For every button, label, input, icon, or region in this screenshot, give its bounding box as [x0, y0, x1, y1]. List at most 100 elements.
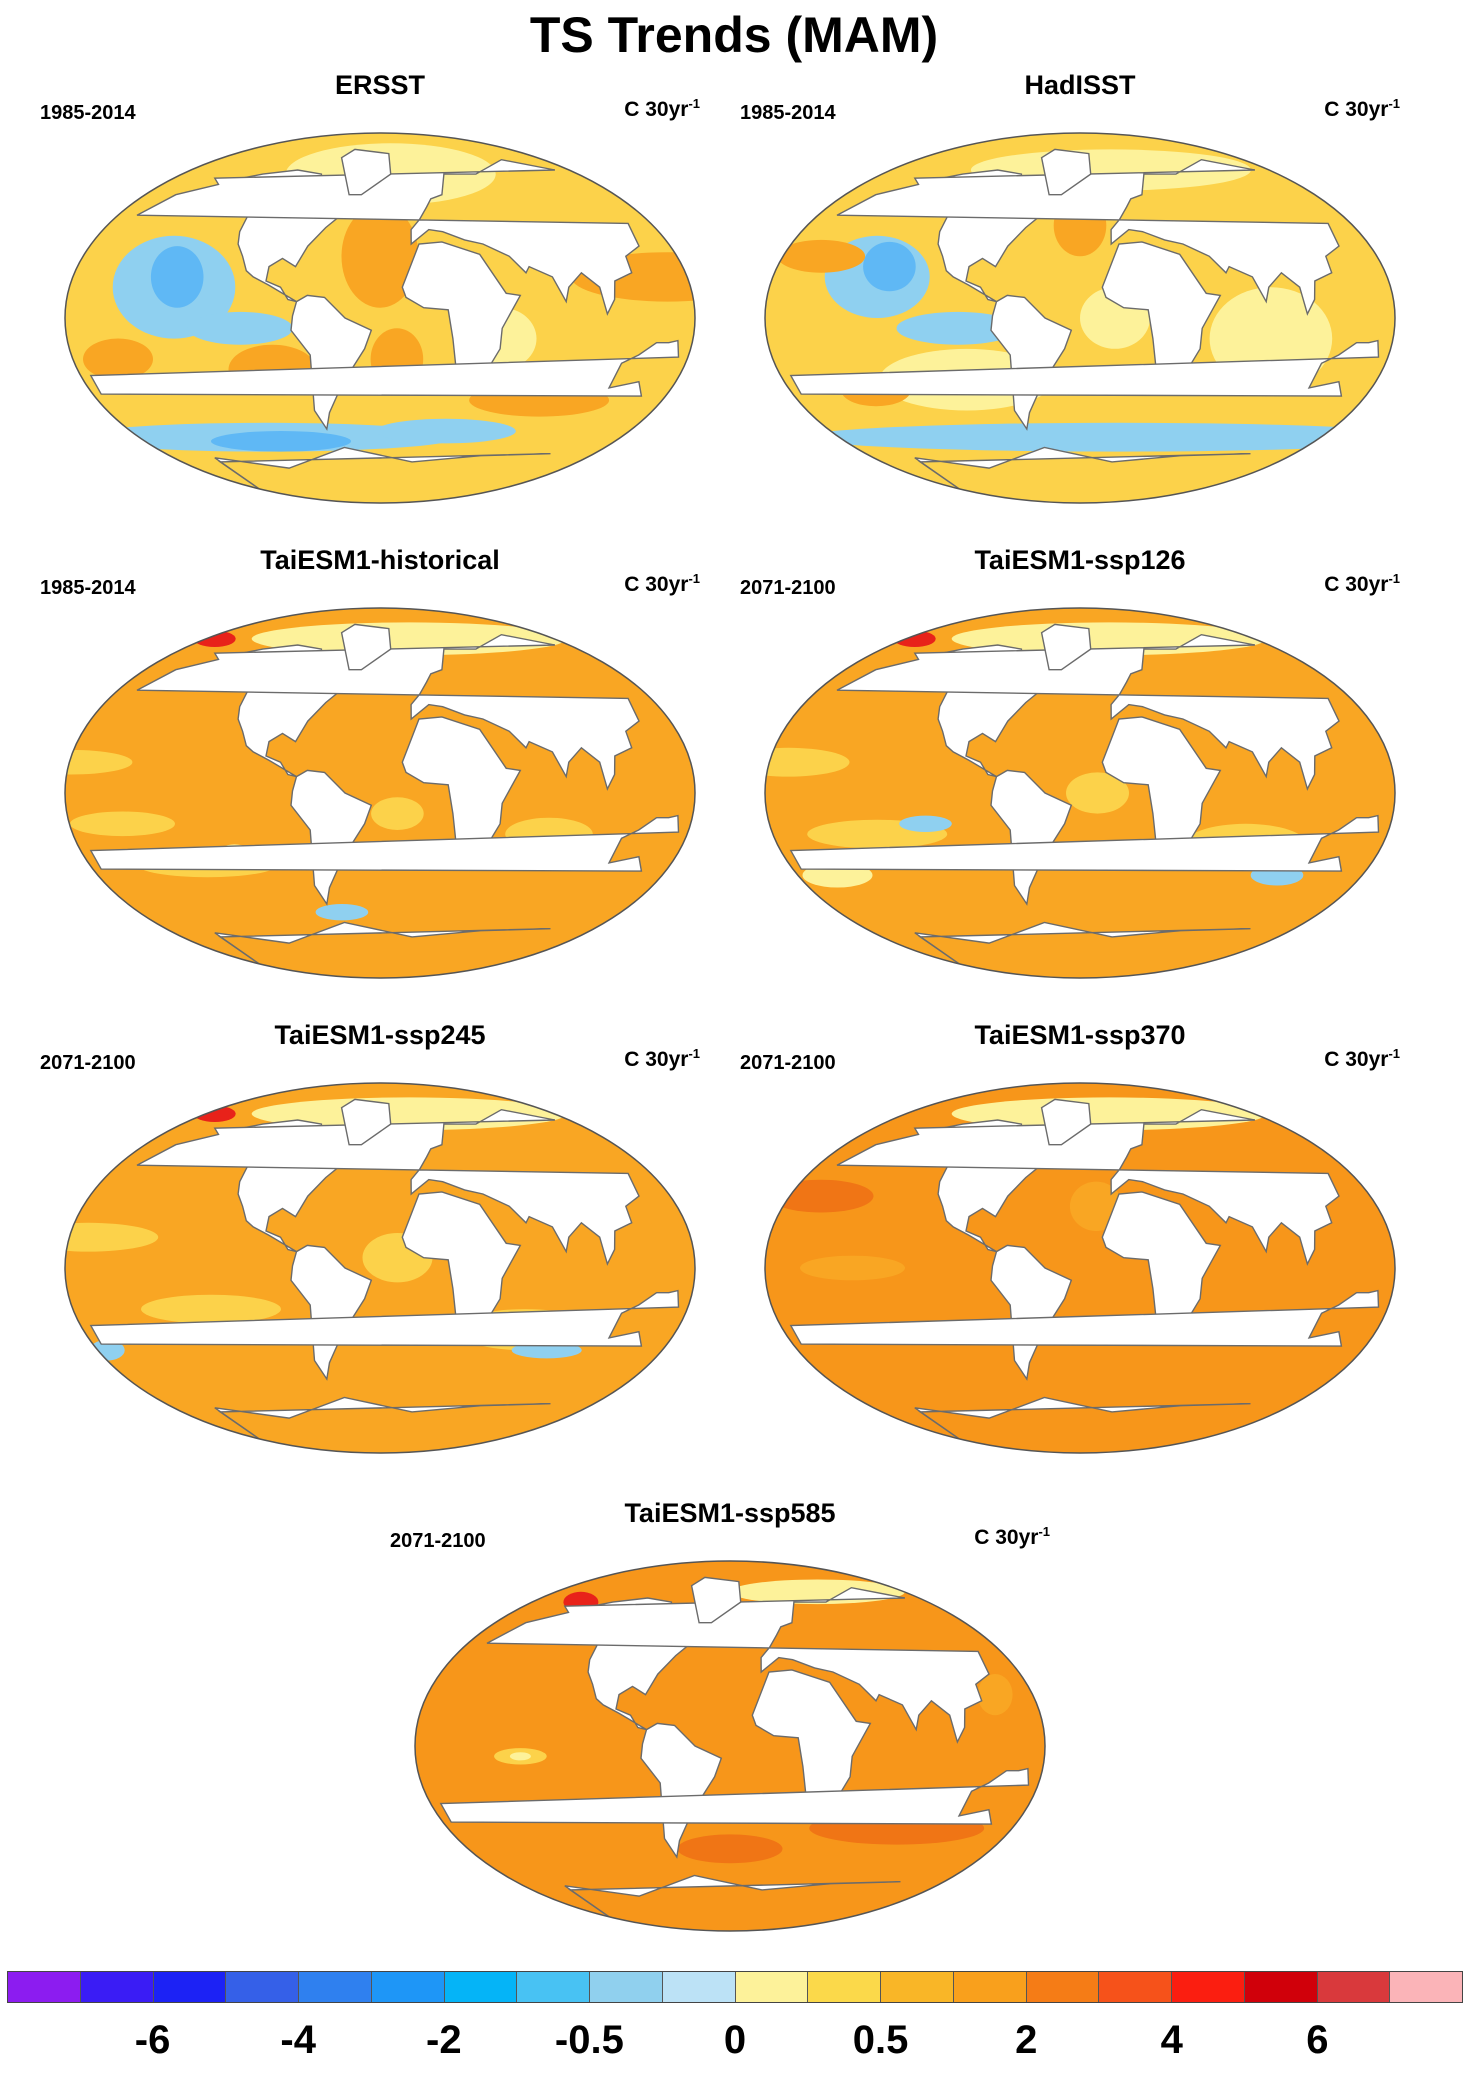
continent-outline	[640, 1722, 723, 1859]
panel-units: C 30yr-1	[1324, 1046, 1400, 1072]
robinson-map	[764, 1082, 1396, 1454]
colorbar-tick-label: 0.5	[852, 2018, 909, 2062]
continent-outline	[290, 1244, 373, 1381]
continent-outline	[690, 1576, 742, 1624]
map-boundary	[764, 607, 1396, 979]
continent-outline	[1040, 148, 1092, 196]
map-panel: TaiESM1-ssp245 2071-2100 C 30yr-1	[30, 1020, 730, 1480]
panel-title: HadISST	[1024, 70, 1136, 100]
trend-anomaly-region	[765, 747, 850, 777]
continent-outline	[1101, 241, 1222, 392]
units-exponent: -1	[688, 571, 700, 586]
continent-outline	[136, 158, 640, 316]
trend-anomaly-region	[193, 1105, 236, 1122]
colorbar-box	[1317, 1972, 1391, 2002]
panel-period: 2071-2100	[40, 1052, 136, 1074]
continent-outline	[1040, 623, 1092, 671]
map-boundary	[764, 1082, 1396, 1454]
units-base: C 30yr	[974, 1526, 1039, 1549]
continent-outline	[1101, 716, 1222, 867]
continent-outline	[401, 241, 522, 392]
robinson-map	[64, 132, 696, 504]
units-base: C 30yr	[1324, 573, 1389, 596]
map-boundary	[764, 132, 1396, 504]
units-exponent: -1	[1388, 571, 1400, 586]
trend-anomaly-region	[899, 815, 952, 832]
trend-anomaly-region	[315, 904, 369, 921]
panel-units: C 30yr-1	[624, 1046, 700, 1072]
continent-outline	[990, 1244, 1073, 1381]
panel-period: 2071-2100	[740, 577, 836, 599]
trend-anomaly-region	[863, 241, 916, 292]
trend-anomaly-region	[141, 1294, 281, 1324]
robinson-map	[764, 607, 1396, 979]
trend-anomaly-region	[193, 630, 236, 647]
continent-outline	[340, 623, 392, 671]
ocean-field	[765, 1083, 1395, 1453]
units-exponent: -1	[688, 1046, 700, 1061]
colorbar-tick-label: -6	[134, 2018, 171, 2062]
units-base: C 30yr	[624, 573, 689, 596]
colorbar-box	[1390, 1972, 1462, 2002]
continent-outline	[1101, 1191, 1222, 1342]
continent-outline	[340, 148, 392, 196]
continent-outline	[836, 633, 1340, 791]
trend-anomaly-region	[896, 311, 1020, 345]
continent-outline	[789, 814, 1380, 872]
trend-anomaly-region	[187, 311, 293, 345]
panel-units: C 30yr-1	[1324, 571, 1400, 597]
continent-outline	[1040, 1098, 1092, 1146]
map-panel: TaiESM1-ssp370 2071-2100 C 30yr-1	[730, 1020, 1430, 1480]
colorbar-box	[881, 1972, 954, 2002]
map-boundary	[64, 607, 696, 979]
units-base: C 30yr	[1324, 98, 1389, 121]
colorbar-tick-label: -2	[426, 2018, 462, 2062]
colorbar-box	[662, 1972, 736, 2002]
panel-period: 1985-2014	[40, 577, 136, 599]
trend-anomaly-region	[800, 1255, 905, 1281]
colorbar-tick-label: -4	[280, 2018, 316, 2062]
trend-anomaly-region	[371, 797, 424, 830]
colorbar-box	[226, 1972, 299, 2002]
map-panel: TaiESM1-ssp126 2071-2100 C 30yr-1	[730, 545, 1430, 1005]
continent-outline	[789, 339, 1380, 397]
colorbar-box	[80, 1972, 154, 2002]
page-title: TS Trends (MAM)	[529, 7, 939, 63]
colorbar-box	[153, 1972, 227, 2002]
units-exponent: -1	[688, 96, 700, 111]
continent-outline	[990, 294, 1073, 431]
panel-units: C 30yr-1	[624, 96, 700, 122]
units-exponent: -1	[1038, 1524, 1050, 1539]
panel-title: TaiESM1-ssp585	[624, 1498, 836, 1528]
map-panel: ERSST 1985-2014 C 30yr-1	[30, 70, 730, 530]
colorbar-tick-label: -0.5	[554, 2018, 624, 2062]
units-exponent: -1	[1388, 1046, 1400, 1061]
map-boundary	[64, 1082, 696, 1454]
units-base: C 30yr	[624, 1048, 689, 1071]
colorbar-box	[444, 1972, 518, 2002]
map-panel: HadISST 1985-2014 C 30yr-1	[730, 70, 1430, 530]
ocean-field	[415, 1561, 1045, 1931]
trend-anomaly-region	[977, 1674, 1013, 1716]
trend-anomaly-region	[677, 1834, 783, 1864]
continent-outline	[401, 1191, 522, 1342]
continent-outline	[789, 1289, 1380, 1347]
continent-outline	[340, 1098, 392, 1146]
colorbar-tick-label: 2	[1015, 2018, 1038, 2062]
panel-units: C 30yr-1	[1324, 96, 1400, 122]
trend-anomaly-region	[777, 239, 866, 273]
colorbar-tick-label: 4	[1160, 2018, 1183, 2062]
colorbar-box	[8, 1972, 81, 2002]
continent-outline	[486, 1586, 990, 1744]
colorbar-box	[735, 1972, 809, 2002]
continent-outline	[836, 158, 1340, 316]
panel-title: TaiESM1-ssp245	[274, 1020, 486, 1050]
continent-outline	[990, 769, 1073, 906]
robinson-map	[414, 1560, 1046, 1932]
trend-anomaly-region	[65, 749, 133, 775]
trend-anomaly-region	[509, 1752, 531, 1761]
panel-period: 1985-2014	[40, 102, 136, 124]
robinson-map	[64, 1082, 696, 1454]
colorbar-box	[1244, 1972, 1318, 2002]
colorbar-box	[808, 1972, 881, 2002]
